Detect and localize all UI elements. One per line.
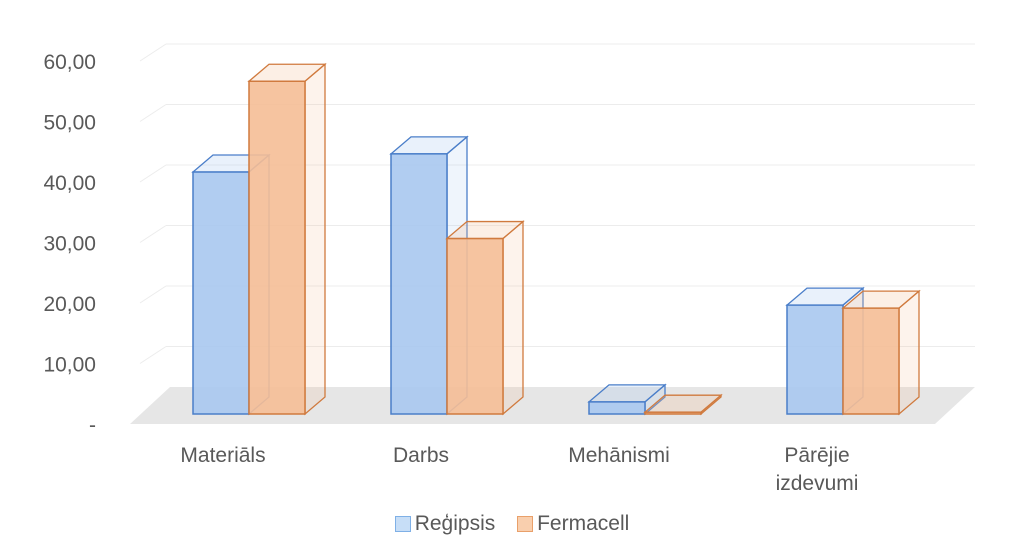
bar-front bbox=[248, 80, 306, 415]
bar-side bbox=[304, 62, 326, 416]
bar bbox=[643, 393, 723, 416]
chart-floor-layer bbox=[130, 387, 975, 424]
gridline-depth bbox=[139, 104, 167, 122]
bar-front bbox=[446, 237, 504, 415]
legend-swatch-regipsis bbox=[394, 516, 411, 532]
gridline-depth bbox=[139, 164, 167, 183]
y-axis-ticks: - 10,00 20,00 30,00 40,00 50,00 60,00 bbox=[43, 51, 96, 437]
bar-front bbox=[390, 153, 448, 415]
x-axis-labels: Materiāls Darbs Mehānismi Pārējie izdevumi bbox=[180, 444, 858, 495]
bar-front bbox=[786, 304, 844, 415]
legend-label-regipsis: Reģipsis bbox=[414, 512, 496, 535]
y-tick-label: 50,00 bbox=[43, 112, 96, 135]
y-tick-label: - bbox=[89, 414, 96, 437]
bar bbox=[841, 289, 921, 416]
bar-front bbox=[644, 411, 702, 415]
gridline-depth bbox=[139, 43, 167, 62]
y-tick-label: 60,00 bbox=[43, 51, 96, 74]
bars bbox=[191, 62, 921, 416]
gridline-depth bbox=[139, 346, 167, 364]
x-tick-label: Mehānismi bbox=[568, 444, 670, 467]
bar-side bbox=[898, 289, 920, 416]
y-tick-label: 20,00 bbox=[43, 293, 96, 316]
legend-item-fermacell: Fermacell bbox=[517, 512, 629, 536]
bar-front bbox=[192, 171, 250, 415]
bar-side bbox=[502, 220, 524, 416]
legend: Reģipsis Fermacell bbox=[0, 512, 1024, 538]
bar bbox=[445, 220, 525, 416]
x-tick-label: Darbs bbox=[393, 444, 449, 467]
legend-swatch-fermacell bbox=[517, 516, 534, 532]
gridline-depth bbox=[139, 225, 167, 243]
bar bbox=[587, 383, 667, 416]
chart-floor bbox=[130, 387, 975, 424]
x-tick-label: Materiāls bbox=[180, 444, 265, 467]
bar-front bbox=[842, 307, 900, 415]
bar-front bbox=[588, 401, 646, 415]
x-tick-label: Pārējie bbox=[784, 444, 849, 467]
bar bbox=[247, 62, 327, 416]
y-tick-label: 30,00 bbox=[43, 233, 96, 256]
legend-item-regipsis: Reģipsis bbox=[394, 512, 496, 536]
x-tick-label: izdevumi bbox=[776, 472, 859, 495]
y-tick-label: 40,00 bbox=[43, 172, 96, 195]
legend-label-fermacell: Fermacell bbox=[537, 512, 630, 535]
y-tick-label: 10,00 bbox=[43, 354, 96, 377]
gridline-depth bbox=[139, 285, 167, 304]
